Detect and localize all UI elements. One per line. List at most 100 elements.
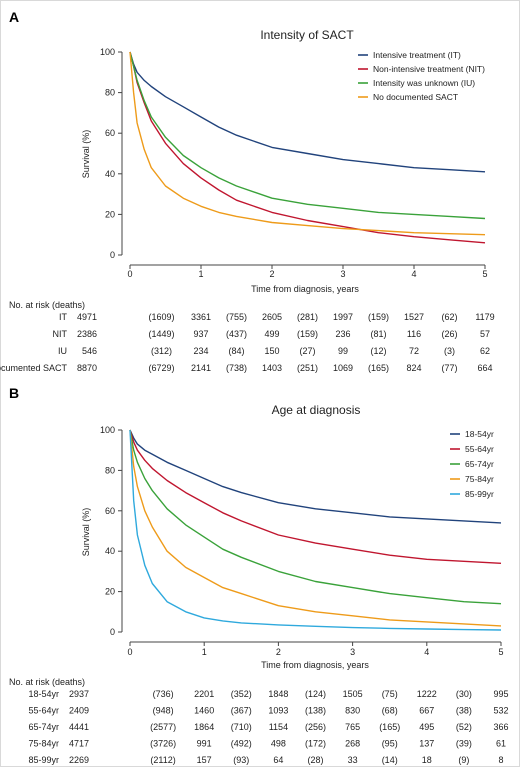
panel-a-legend-label: Non-intensive treatment (NIT) xyxy=(373,64,485,74)
panel-b-y-tick-label: 100 xyxy=(100,425,115,435)
panel-a-risk-deaths: (165) xyxy=(368,363,389,373)
panel-b-series-line-1 xyxy=(129,429,502,524)
panel-a-risk-deaths: (1609) xyxy=(148,312,174,322)
panel-b-risk-deaths: (93) xyxy=(233,755,249,765)
panel-a-risk-count: 150 xyxy=(264,346,279,356)
panel-a-risk-count: 1179 xyxy=(475,312,494,322)
panel-a-x-tick-label: 5 xyxy=(482,269,487,279)
panel-b-risk-row-label: 55-64yr xyxy=(28,706,59,716)
panel-b-series-line-2 xyxy=(129,429,502,564)
panel-a-risk-deaths: (84) xyxy=(228,346,244,356)
panel-b-risk-count: 18 xyxy=(422,755,432,765)
panel-b-y-tick-label: 40 xyxy=(105,546,115,556)
panel-a-y-tick-label: 20 xyxy=(105,209,115,219)
panel-b-risk-count: 1864 xyxy=(194,722,214,732)
panel-a-risk-count: 99 xyxy=(338,346,348,356)
panel-b-x-tick-label: 2 xyxy=(276,647,281,657)
panel-b-y-tick-label: 0 xyxy=(110,627,115,637)
panel-b-risk-deaths: (38) xyxy=(456,706,472,716)
panel-b-y-tick-label: 60 xyxy=(105,506,115,516)
panel-b-risk-row-label: 85-99yr xyxy=(28,755,59,765)
panel-b-series-line-5 xyxy=(129,429,502,631)
panel-b-risk-count: 830 xyxy=(345,706,360,716)
panel-a-risk-count: 57 xyxy=(480,329,490,339)
panel-a-risk-deaths: (281) xyxy=(297,312,318,322)
panel-b-risk-deaths: (95) xyxy=(382,739,398,749)
panel-b-title: Age at diagnosis xyxy=(272,403,361,417)
panel-a-risk-count: 1069 xyxy=(333,363,353,373)
panel-b-risk-deaths: (367) xyxy=(231,706,252,716)
panel-a-title: Intensity of SACT xyxy=(260,28,354,42)
panel-b-risk-row-label: 75-84yr xyxy=(28,739,59,749)
panel-a-x-tick-label: 2 xyxy=(269,269,274,279)
panel-b-risk-header: No. at risk (deaths) xyxy=(9,677,85,687)
panel-b-risk-deaths: (14) xyxy=(382,755,398,765)
panel-b-risk-row-label: 65-74yr xyxy=(28,722,59,732)
panel-b-x-tick-label: 5 xyxy=(498,647,503,657)
panel-a-risk-deaths: (251) xyxy=(297,363,318,373)
panel-a-y-tick-label: 100 xyxy=(100,47,115,57)
panel-b-risk-deaths: (2577) xyxy=(150,722,176,732)
panel-a-risk-deaths: (81) xyxy=(370,329,386,339)
panel-b-risk-count: 1093 xyxy=(268,706,288,716)
panel-b-legend-label: 18-54yr xyxy=(465,429,494,439)
panel-a-risk-count: 664 xyxy=(477,363,492,373)
panel-a-legend-label: No documented SACT xyxy=(373,92,458,102)
panel-a-risk-count: 4971 xyxy=(77,312,97,322)
panel-b-risk-deaths: (172) xyxy=(305,739,326,749)
panel-a-x-tick-label: 1 xyxy=(198,269,203,279)
panel-b-risk-count: 61 xyxy=(496,739,506,749)
panel-a-y-tick-label: 40 xyxy=(105,169,115,179)
panel-b-risk-row-label: 18-54yr xyxy=(28,689,59,699)
panel-a-risk-deaths: (312) xyxy=(151,346,172,356)
panel-a-risk-count: 3361 xyxy=(191,312,211,322)
panel-a-series-line-4 xyxy=(129,51,486,236)
panel-a-risk-count: 2605 xyxy=(262,312,282,322)
panel-a-series-line-1 xyxy=(129,51,486,173)
panel-a-risk-count: 234 xyxy=(193,346,208,356)
panel-a-risk-count: 1403 xyxy=(262,363,282,373)
panel-a-risk-count: 937 xyxy=(193,329,208,339)
panel-b-legend-label: 85-99yr xyxy=(465,489,494,499)
panel-b-risk-count: 1154 xyxy=(269,722,288,732)
panel-b-risk-count: 64 xyxy=(273,755,283,765)
panel-a-risk-count: 1997 xyxy=(333,312,353,322)
panel-b-risk-count: 667 xyxy=(419,706,434,716)
panel-a-risk-row-label: NIT xyxy=(53,329,68,339)
panel-b-risk-deaths: (28) xyxy=(307,755,323,765)
panel-b-letter: B xyxy=(9,385,19,401)
panel-b-risk-count: 366 xyxy=(493,722,508,732)
panel-a-legend-label: Intensity was unknown (IU) xyxy=(373,78,475,88)
panel-b-risk-deaths: (736) xyxy=(153,689,174,699)
panel-a-risk-count: 72 xyxy=(409,346,419,356)
panel-b-risk-count: 4717 xyxy=(69,739,89,749)
panel-a-risk-count: 62 xyxy=(480,346,490,356)
panel-a-letter: A xyxy=(9,9,19,25)
panel-a-risk-deaths: (12) xyxy=(370,346,386,356)
panel-b-ylabel: Survival (%) xyxy=(81,508,91,557)
panel-b-risk-count: 498 xyxy=(271,739,286,749)
panel-a-risk-count: 1527 xyxy=(404,312,424,322)
panel-b-risk-count: 4441 xyxy=(69,722,89,732)
panel-a-risk-deaths: (1449) xyxy=(148,329,174,339)
panel-b-risk-count: 495 xyxy=(419,722,434,732)
panel-b-plot: 0 20 40 60 80 100 0 1 2 3 4 5 18-54yr 55-64yr 65-74yr 7… xyxy=(28,425,508,765)
panel-a-y-tick-label: 80 xyxy=(105,88,115,98)
panel-b-risk-count: 268 xyxy=(345,739,360,749)
panel-a-risk-header: No. at risk (deaths) xyxy=(9,300,85,310)
panel-b-legend-label: 65-74yr xyxy=(465,459,494,469)
panel-a-risk-deaths: (755) xyxy=(226,312,247,322)
panel-b-risk-count: 1848 xyxy=(268,689,288,699)
panel-a-risk-deaths: (738) xyxy=(226,363,247,373)
panel-b-x-tick-label: 3 xyxy=(350,647,355,657)
panel-b-risk-count: 991 xyxy=(197,739,212,749)
panel-b-y-tick-label: 80 xyxy=(105,465,115,475)
panel-b-risk-count: 8 xyxy=(498,755,503,765)
panel-b-risk-deaths: (75) xyxy=(382,689,398,699)
panel-b-risk-deaths: (138) xyxy=(305,706,326,716)
panel-a-risk-count: 2386 xyxy=(77,329,97,339)
panel-a-risk-deaths: (159) xyxy=(368,312,389,322)
panel-a-risk-count: 824 xyxy=(406,363,421,373)
panel-a-xlabel: Time from diagnosis, years xyxy=(251,284,359,294)
